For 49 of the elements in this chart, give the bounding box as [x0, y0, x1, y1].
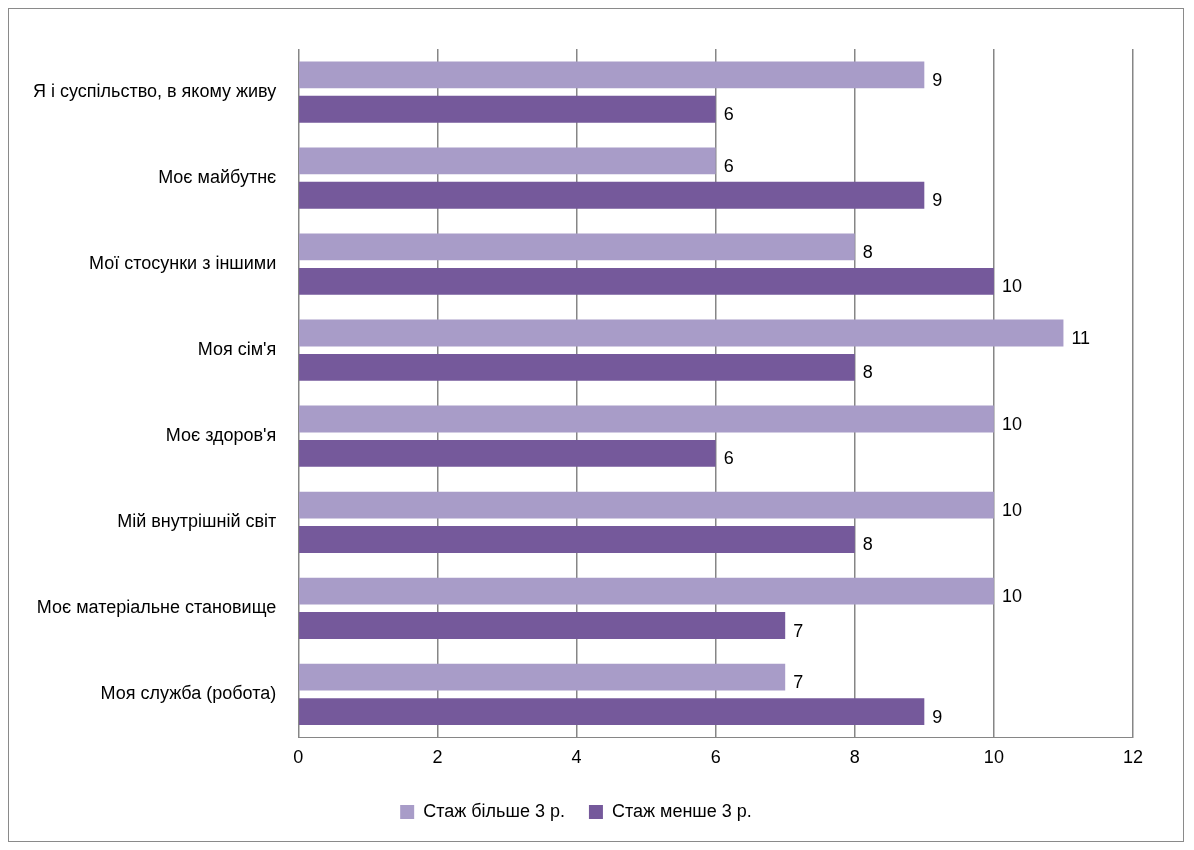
bar	[299, 577, 994, 605]
x-tick-label: 2	[432, 747, 443, 768]
legend-label: Стаж менше 3 р.	[611, 800, 752, 821]
y-tick-label: Моя служба (робота)	[100, 683, 277, 704]
bar	[299, 526, 855, 553]
x-tick-label: 12	[1122, 747, 1144, 768]
data-label: 10	[1001, 586, 1022, 607]
data-label: 8	[862, 534, 873, 555]
data-label: 9	[932, 190, 943, 211]
bar	[299, 147, 716, 175]
y-tick-label: Мої стосунки з іншими	[89, 253, 277, 274]
data-label: 8	[862, 241, 873, 262]
data-label: 7	[793, 620, 804, 641]
y-tick-label: Моє майбутнє	[158, 167, 277, 188]
data-label: 8	[862, 362, 873, 383]
data-label: 10	[1001, 413, 1022, 434]
x-tick-label: 10	[983, 747, 1004, 768]
data-label: 10	[1001, 276, 1022, 297]
y-tick-label: Я і суспільство, в якому живу	[33, 80, 277, 101]
x-tick-label: 6	[710, 747, 721, 768]
bar	[299, 267, 994, 295]
bar	[299, 698, 925, 726]
bar	[299, 233, 855, 261]
bar	[299, 440, 716, 467]
bar	[299, 61, 925, 89]
bar	[299, 491, 994, 519]
data-label: 9	[932, 706, 943, 727]
data-label: 6	[723, 104, 734, 125]
bar	[299, 181, 925, 209]
x-tick-label: 8	[849, 747, 860, 768]
data-label: 7	[793, 672, 804, 693]
bar	[299, 405, 994, 433]
x-tick-label: 4	[571, 747, 582, 768]
y-tick-label: Моє здоров'я	[165, 425, 277, 446]
bar	[299, 612, 786, 639]
bar	[299, 319, 1064, 347]
bar	[299, 353, 855, 381]
data-label: 11	[1071, 327, 1091, 348]
data-label: 6	[723, 155, 734, 176]
y-tick-label: Моє матеріальне становище	[36, 597, 277, 618]
data-label: 6	[723, 448, 734, 469]
y-tick-label: Моя сім'я	[197, 339, 277, 360]
data-label: 10	[1001, 500, 1022, 521]
legend-label: Стаж більше 3 р.	[423, 800, 565, 821]
bar	[299, 663, 786, 691]
bar	[299, 95, 716, 123]
y-tick-label: Мій внутрішній світ	[117, 511, 277, 532]
data-label: 9	[932, 69, 943, 90]
x-tick-label: 0	[293, 747, 304, 768]
